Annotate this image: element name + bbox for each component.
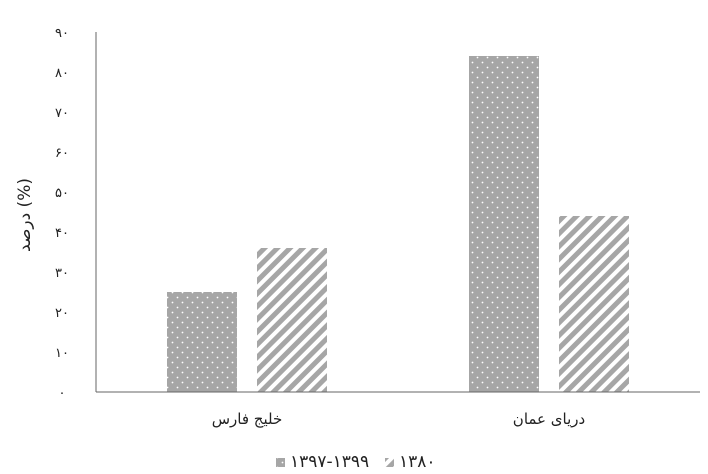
y-tick-label: ۲۰ <box>55 306 69 321</box>
y-axis-ticks: ۰ ۱۰ ۲۰ ۳۰ ۴۰ ۵۰ ۶۰ ۷۰ ۸۰ ۹۰ <box>55 26 69 401</box>
y-tick-label: ۷۰ <box>55 106 69 121</box>
y-tick-label: ۵۰ <box>55 186 69 201</box>
y-tick-label: ۰ <box>59 386 66 401</box>
y-tick-label: ۳۰ <box>55 266 69 281</box>
legend-swatch-1380 <box>385 458 394 467</box>
x-tick-label-persian-gulf: خلیج فارس <box>212 410 283 428</box>
y-tick-label: ۹۰ <box>55 26 69 41</box>
x-tick-label-sea-of-oman: دریای عمان <box>513 410 585 428</box>
bar-persian-gulf-1397-1399 <box>167 292 237 392</box>
legend-label-1380: ۱۳۸۰ <box>399 452 436 472</box>
y-axis-title: درصد (%) <box>15 178 35 252</box>
legend-label-1397-1399: ۱۳۹۷-۱۳۹۹ <box>290 452 369 472</box>
y-tick-label: ۶۰ <box>55 146 69 161</box>
y-tick-label: ۱۰ <box>55 346 69 361</box>
bar-persian-gulf-1380 <box>257 248 327 392</box>
bar-sea-of-oman-1380 <box>559 216 629 392</box>
bar-sea-of-oman-1397-1399 <box>469 56 539 392</box>
y-tick-label: ۴۰ <box>55 226 69 241</box>
y-tick-label: ۸۰ <box>55 66 69 81</box>
legend-swatch-1397-1399 <box>276 458 285 467</box>
axes <box>95 32 700 393</box>
bars <box>167 56 629 392</box>
legend: ۱۳۹۷-۱۳۹۹ ۱۳۸۰ <box>276 452 436 472</box>
category-labels: خلیج فارس دریای عمان <box>212 410 585 428</box>
